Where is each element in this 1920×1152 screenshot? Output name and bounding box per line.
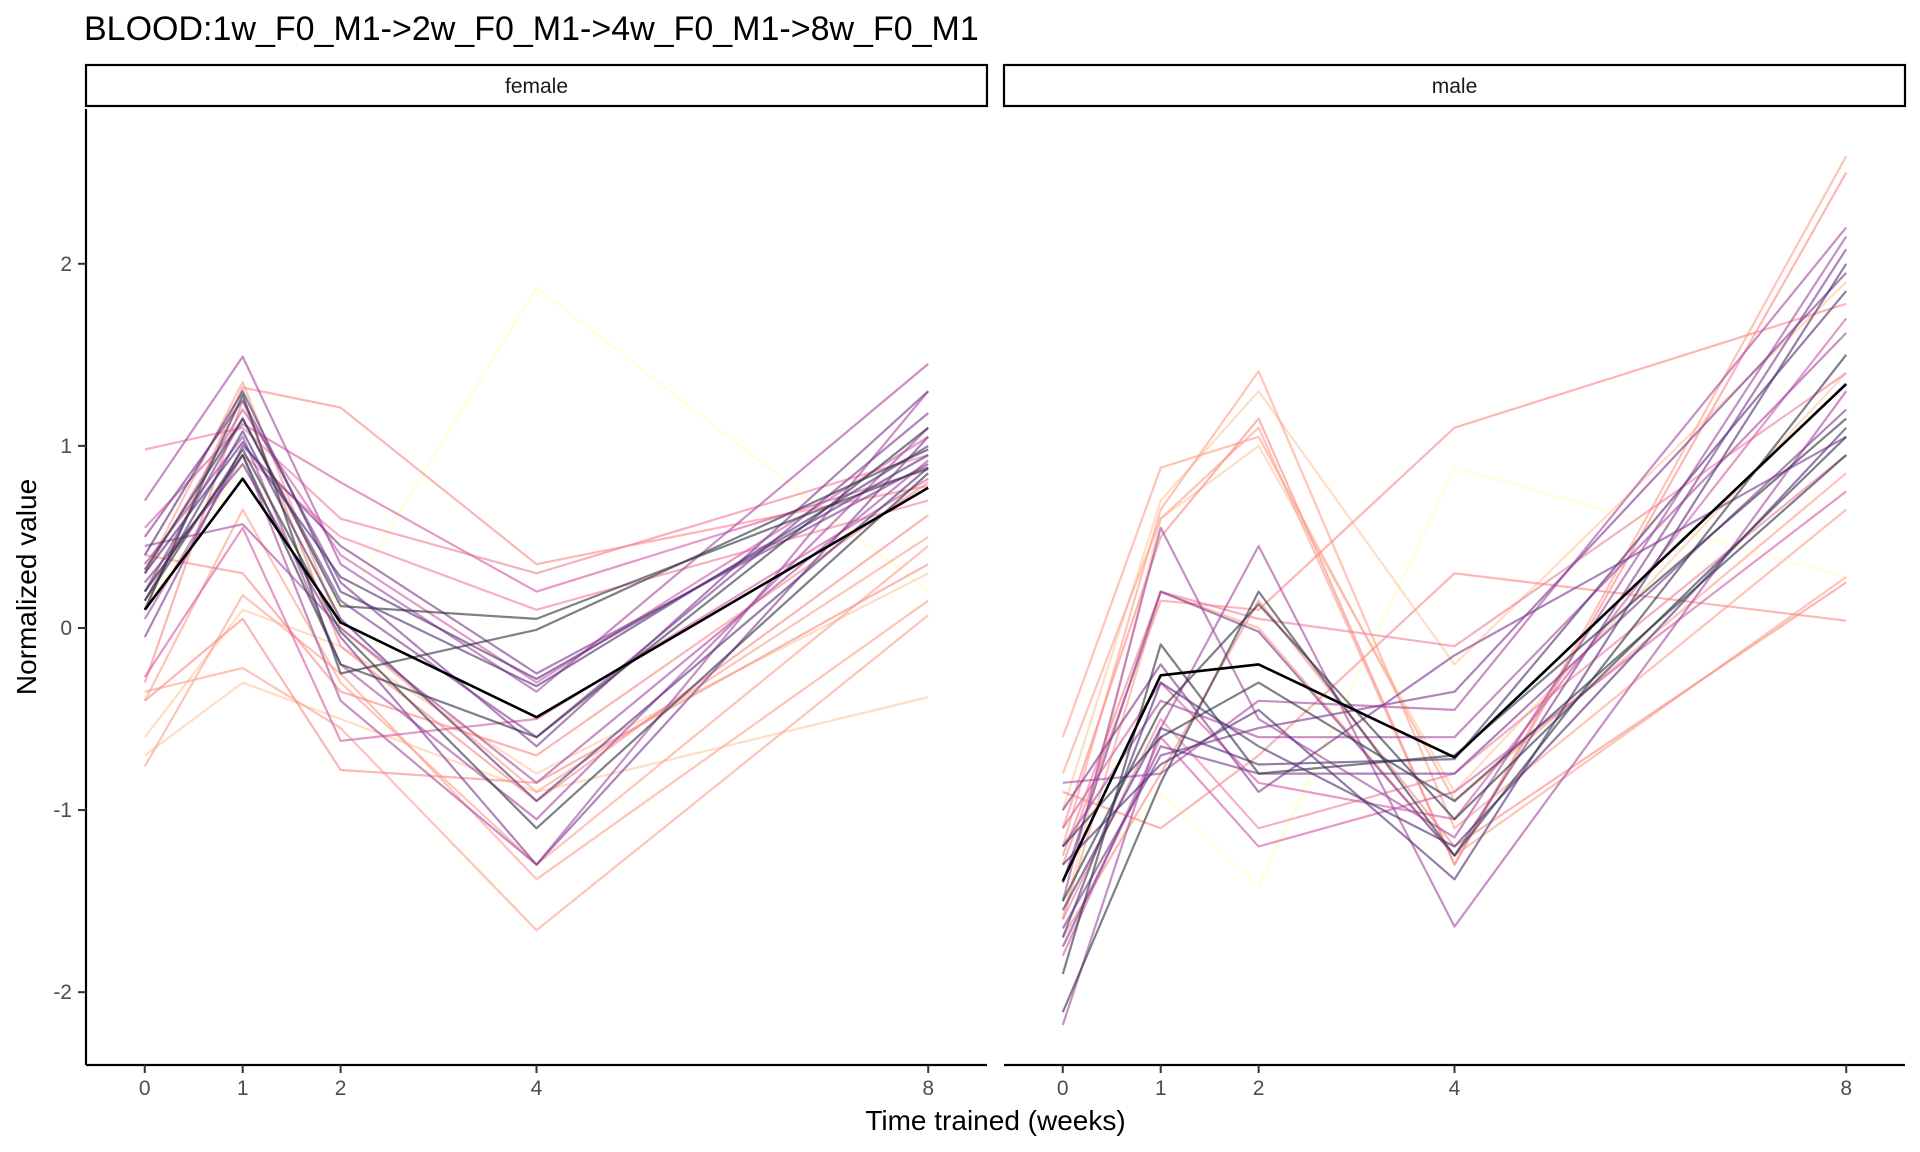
series-line-female-30 — [143, 448, 929, 830]
series-line-female-12 — [144, 426, 929, 575]
series-line-male-23 — [1061, 408, 1847, 948]
series-line-male-2 — [1061, 281, 1847, 811]
y-tick-label: 1 — [60, 435, 72, 458]
lines-male — [1061, 155, 1848, 1026]
series-line-male-19 — [1061, 332, 1847, 848]
series-line-female-14 — [143, 422, 929, 593]
facet-label-male: male — [1432, 75, 1478, 98]
mean-line-male — [1061, 383, 1848, 882]
x-tick-label: 4 — [531, 1077, 543, 1100]
series-line-male-15 — [1061, 490, 1847, 957]
series-line-female-27 — [143, 441, 929, 681]
series-line-female-25 — [143, 430, 929, 803]
x-ticks-female: 0 1 2 4 8 — [139, 1065, 934, 1100]
chart-title: BLOOD:1w_F0_M1->2w_F0_M1->4w_F0_M1->8w_F… — [84, 10, 979, 48]
series-line-female-15 — [143, 477, 929, 743]
facet-label-female: female — [505, 75, 568, 98]
series-line-female-26 — [143, 390, 929, 688]
series-line-male-5 — [1061, 370, 1847, 847]
x-tick-label: 4 — [1449, 1077, 1461, 1100]
series-line-female-7 — [143, 381, 929, 794]
series-line-female-4 — [144, 614, 929, 932]
series-line-female-28 — [143, 393, 929, 675]
y-axis-title: Normalized value — [11, 479, 42, 695]
series-line-female-6 — [143, 508, 929, 866]
facet-female: female 0 1 2 4 8 -2 -1 0 1 2 — [53, 63, 989, 1100]
series-line-male-17 — [1061, 390, 1848, 1026]
series-line-male-26 — [1061, 426, 1848, 938]
series-line-female-1 — [143, 286, 929, 611]
series-line-male-18 — [1061, 235, 1848, 902]
series-line-male-6 — [1061, 155, 1848, 866]
facet-strip-female — [84, 63, 989, 108]
series-line-female-10 — [143, 399, 929, 803]
series-line-female-19 — [144, 459, 929, 784]
y-tick-label: -2 — [53, 981, 72, 1004]
series-line-male-8 — [1061, 302, 1847, 866]
y-tick-label: 0 — [60, 617, 72, 640]
series-line-male-16 — [1062, 226, 1848, 784]
x-tick-label: 1 — [237, 1077, 249, 1100]
x-tick-label: 2 — [335, 1077, 347, 1100]
series-line-female-31 — [143, 417, 929, 621]
facet-strip-male — [1002, 63, 1907, 108]
series-line-male-10 — [1062, 572, 1847, 830]
y-ticks: -2 -1 0 1 2 — [53, 253, 86, 1004]
series-line-male-28 — [1061, 417, 1847, 975]
x-tick-label: 2 — [1253, 1077, 1265, 1100]
series-line-male-24 — [1062, 263, 1848, 881]
facet-male: male 0 1 2 4 8 — [1002, 63, 1907, 1100]
x-ticks-male: 0 1 2 4 8 — [1057, 1065, 1852, 1100]
series-line-female-9 — [143, 386, 929, 611]
x-tick-label: 8 — [922, 1077, 934, 1100]
series-line-female-2 — [144, 681, 929, 794]
x-tick-label: 0 — [139, 1077, 151, 1100]
series-line-female-24 — [143, 436, 930, 866]
y-tick-label: 2 — [60, 253, 72, 276]
x-tick-label: 0 — [1057, 1077, 1069, 1100]
series-line-female-11 — [144, 481, 929, 757]
series-line-male-25 — [1061, 290, 1848, 911]
series-line-male-7 — [1061, 576, 1847, 920]
series-line-male-27 — [1061, 354, 1848, 1013]
x-axis-title: Time trained (weeks) — [865, 1105, 1125, 1136]
x-tick-label: 1 — [1155, 1077, 1167, 1100]
series-line-female-17 — [143, 355, 929, 693]
series-line-male-30 — [1061, 454, 1847, 848]
lines-female — [143, 286, 930, 932]
mean-line-female — [143, 477, 929, 719]
series-line-male-20 — [1061, 435, 1847, 811]
series-line-male-12 — [1061, 372, 1847, 856]
y-tick-label: -1 — [53, 799, 72, 822]
series-line-male-13 — [1061, 454, 1847, 920]
x-tick-label: 8 — [1840, 1077, 1852, 1100]
